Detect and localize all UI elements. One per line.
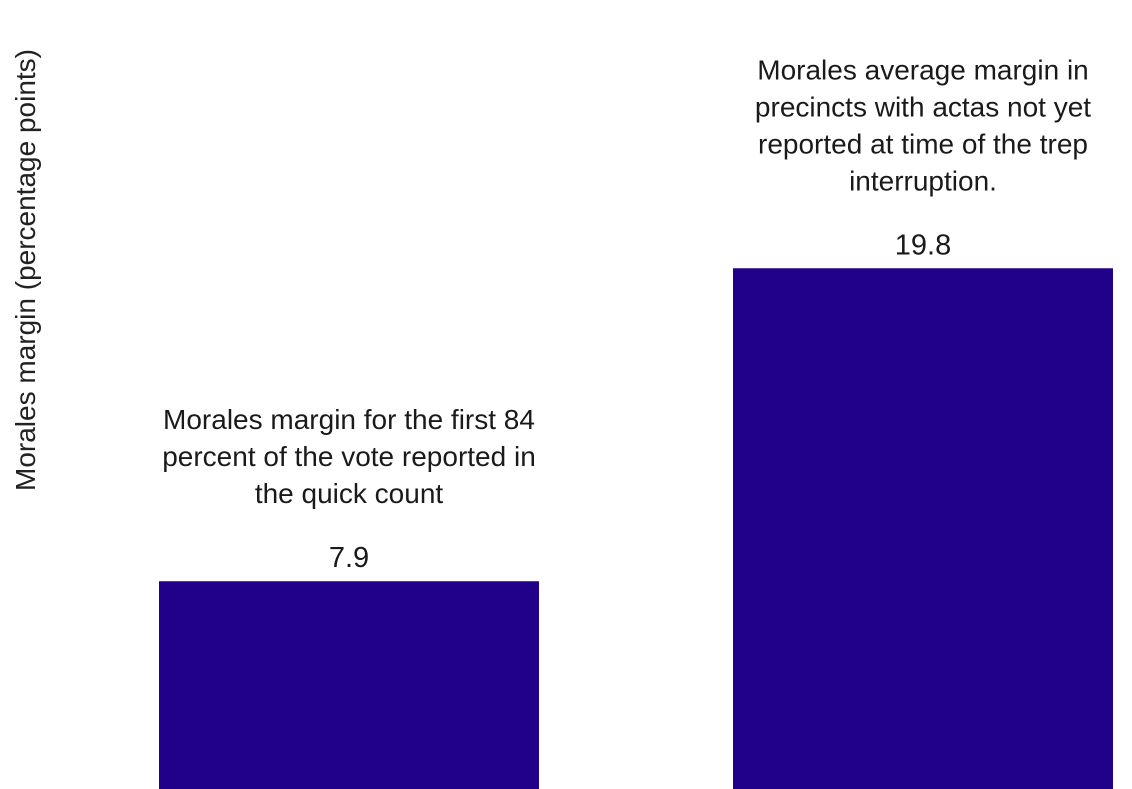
- bar-value-label-1: 7.9: [329, 542, 369, 574]
- bar-annotation-2-line-3: reported at time of the trep: [758, 128, 1088, 159]
- bar-1: [159, 581, 539, 789]
- y-axis-label: Morales margin (percentage points): [10, 49, 41, 491]
- bar-2: [733, 268, 1113, 789]
- bar-annotation-1-line-3: the quick count: [255, 478, 444, 509]
- bar-annotation-1-line-2: percent of the vote reported in: [162, 441, 536, 472]
- bar-annotation-2-line-4: interruption.: [849, 165, 997, 196]
- bar-annotation-2-line-1: Morales average margin in: [757, 54, 1089, 85]
- bar-annotation-1-line-1: Morales margin for the first 84: [163, 404, 535, 435]
- bar-annotation-2-line-2: precincts with actas not yet: [755, 91, 1091, 122]
- bar-value-label-2: 19.8: [895, 229, 951, 261]
